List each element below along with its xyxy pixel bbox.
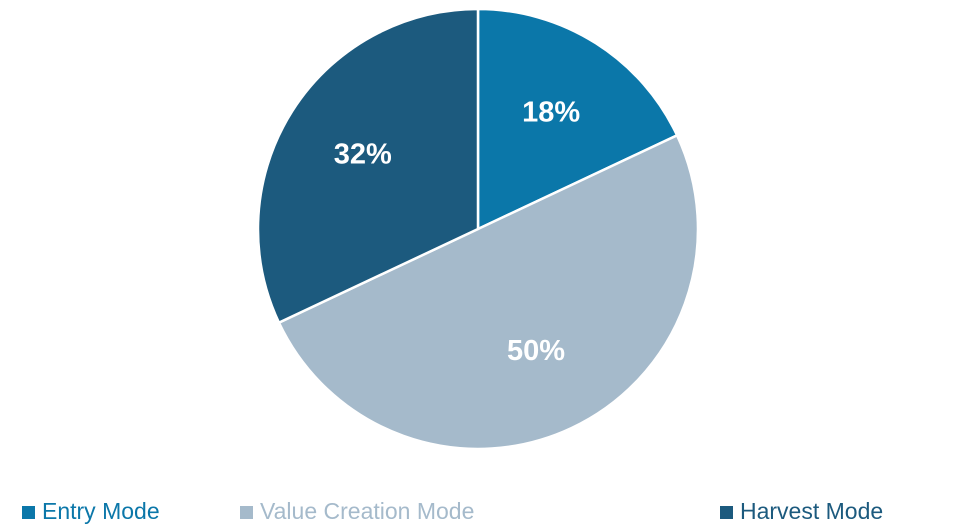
value-label: 18% [522, 96, 580, 128]
pie-slice [256, 7, 480, 325]
legend-swatch [22, 506, 35, 519]
legend-label: Harvest Mode [740, 498, 883, 524]
pie-slice [277, 133, 700, 451]
pie-slice [476, 7, 679, 231]
legend-label: Value Creation Mode [260, 498, 474, 524]
legend-swatch [240, 506, 253, 519]
value-label: 50% [507, 335, 565, 367]
value-label: 32% [334, 139, 392, 171]
legend-swatch [720, 506, 733, 519]
legend-label: Entry Mode [42, 498, 160, 524]
